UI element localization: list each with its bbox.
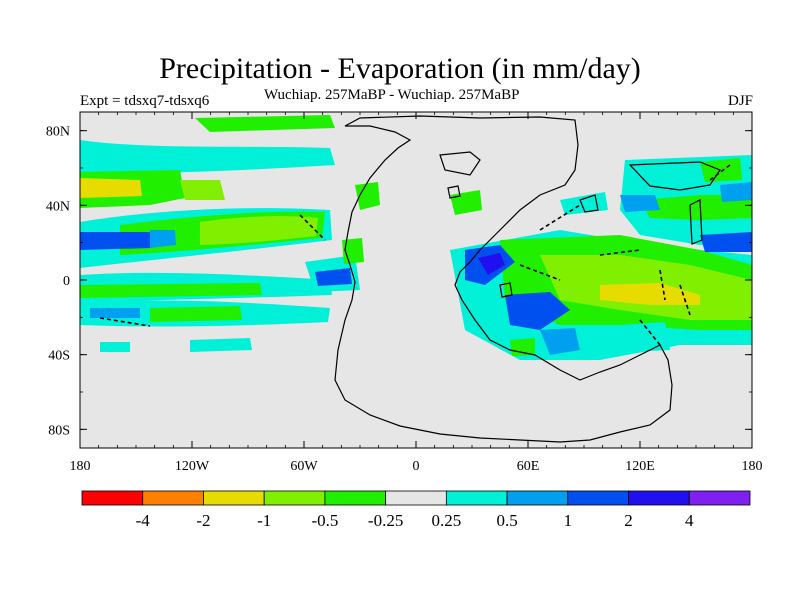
island-coastline <box>689 199 703 245</box>
map-title: Precipitation - Evaporation (in mm/day) <box>159 52 641 85</box>
island-coastline <box>579 194 599 213</box>
colorbar-swatch <box>445 490 508 506</box>
island-coastline <box>628 161 721 191</box>
colorbar-swatch <box>385 490 447 506</box>
x-tick-label: 120E <box>625 459 655 474</box>
contour-region <box>510 338 535 356</box>
map-subtitle: Wuchiap. 257MaBP - Wuchiap. 257MaBP <box>264 87 520 103</box>
colorbar-label: 0.5 <box>496 511 517 530</box>
colorbar-label: -1 <box>257 511 271 530</box>
x-tick-label: 60W <box>290 459 318 474</box>
contour-region <box>620 322 670 352</box>
pangaea-coastline <box>334 115 673 443</box>
contour-region <box>700 232 752 252</box>
island-coastline <box>447 185 461 199</box>
colorbar-swatch <box>688 490 751 506</box>
contour-region <box>80 140 335 173</box>
colorbar-label: 2 <box>624 511 633 530</box>
contour-region <box>195 115 335 132</box>
colorbar-swatch <box>81 490 144 506</box>
x-tick-label: 0 <box>413 459 420 474</box>
island-arc <box>99 317 151 327</box>
colorbar-swatch <box>506 490 569 506</box>
experiment-label: Expt = tdsxq7-tdsxq6 <box>80 93 210 109</box>
colorbar-swatch <box>324 490 387 506</box>
coastlines <box>334 115 721 443</box>
contour-region <box>355 182 380 210</box>
contour-region <box>80 178 142 198</box>
contour-region <box>505 292 570 330</box>
contour-region <box>80 283 262 298</box>
contour-region <box>200 216 318 245</box>
colorbar-label: -0.5 <box>311 511 338 530</box>
contour-region <box>90 308 140 318</box>
colorbar-label: -4 <box>136 511 151 530</box>
contour-region <box>478 253 505 275</box>
colorbar-label: -2 <box>196 511 210 530</box>
y-axis: 80N 40N 0 40S 80S <box>46 125 752 438</box>
colorbar-label: 0.25 <box>431 511 461 530</box>
colorbar-label: 4 <box>685 511 694 530</box>
colorbar-swatch <box>567 490 629 506</box>
y-tick-label: 0 <box>63 274 70 289</box>
contour-region <box>190 338 252 352</box>
contour-region <box>540 328 580 355</box>
season-label: DJF <box>727 93 753 109</box>
x-tick-label: 120W <box>175 459 210 474</box>
x-tick-label: 180 <box>742 459 763 474</box>
colorbar-swatch <box>628 490 690 506</box>
contour-region <box>150 230 176 248</box>
x-tick-label: 60E <box>517 459 540 474</box>
contour-region <box>100 342 130 352</box>
contour-region <box>80 232 152 250</box>
colorbar: -4 -2 -1 -0.5 -0.25 0.25 0.5 1 2 4 <box>81 490 751 530</box>
x-tick-label: 180 <box>70 459 91 474</box>
contour-fills <box>80 115 752 360</box>
y-tick-label: 40N <box>46 199 70 214</box>
y-tick-label: 80S <box>48 423 70 438</box>
contour-region <box>315 268 352 286</box>
colorbar-label: 1 <box>564 511 573 530</box>
colorbar-label: -0.25 <box>368 511 403 530</box>
island-arcs <box>99 164 731 346</box>
island-arc <box>519 264 561 281</box>
island-arc <box>539 204 581 231</box>
island-coastline <box>499 282 513 298</box>
x-axis: 180 120W 60W 0 60E 120E 180 <box>70 112 763 474</box>
colorbar-swatch <box>203 490 265 506</box>
contour-region <box>150 306 242 322</box>
island-arc <box>639 319 661 346</box>
contour-region <box>720 182 752 202</box>
colorbar-swatch <box>142 490 204 506</box>
island-coastline <box>439 151 481 176</box>
island-arc <box>679 284 691 316</box>
contour-region <box>600 283 700 305</box>
contour-region <box>180 180 225 200</box>
island-arc <box>299 214 326 241</box>
contour-region <box>620 195 660 212</box>
y-tick-label: 40S <box>48 349 70 364</box>
y-tick-label: 80N <box>46 125 70 140</box>
contour-region <box>700 158 742 182</box>
colorbar-swatch <box>263 490 326 506</box>
island-arc <box>659 269 666 301</box>
